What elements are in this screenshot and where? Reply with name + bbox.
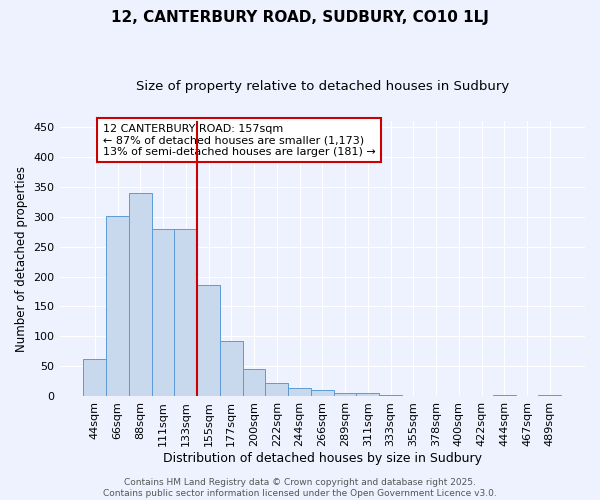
Bar [242,370,265,396]
Bar [288,388,311,396]
Bar [311,390,334,396]
Bar [197,286,220,397]
Bar [83,358,106,397]
Text: Contains HM Land Registry data © Crown copyright and database right 2025.
Contai: Contains HM Land Registry data © Crown c… [103,478,497,498]
Bar [175,228,197,396]
Bar [152,228,175,396]
Text: 12 CANTERBURY ROAD: 157sqm
← 87% of detached houses are smaller (1,173)
13% of s: 12 CANTERBURY ROAD: 157sqm ← 87% of deta… [103,124,376,157]
Bar [106,216,129,396]
Text: 12, CANTERBURY ROAD, SUDBURY, CO10 1LJ: 12, CANTERBURY ROAD, SUDBURY, CO10 1LJ [111,10,489,25]
Bar [334,394,356,396]
Y-axis label: Number of detached properties: Number of detached properties [15,166,28,352]
Bar [129,192,152,396]
Bar [356,394,379,396]
X-axis label: Distribution of detached houses by size in Sudbury: Distribution of detached houses by size … [163,452,482,465]
Bar [379,394,402,396]
Bar [265,382,288,396]
Bar [220,340,242,396]
Title: Size of property relative to detached houses in Sudbury: Size of property relative to detached ho… [136,80,509,93]
